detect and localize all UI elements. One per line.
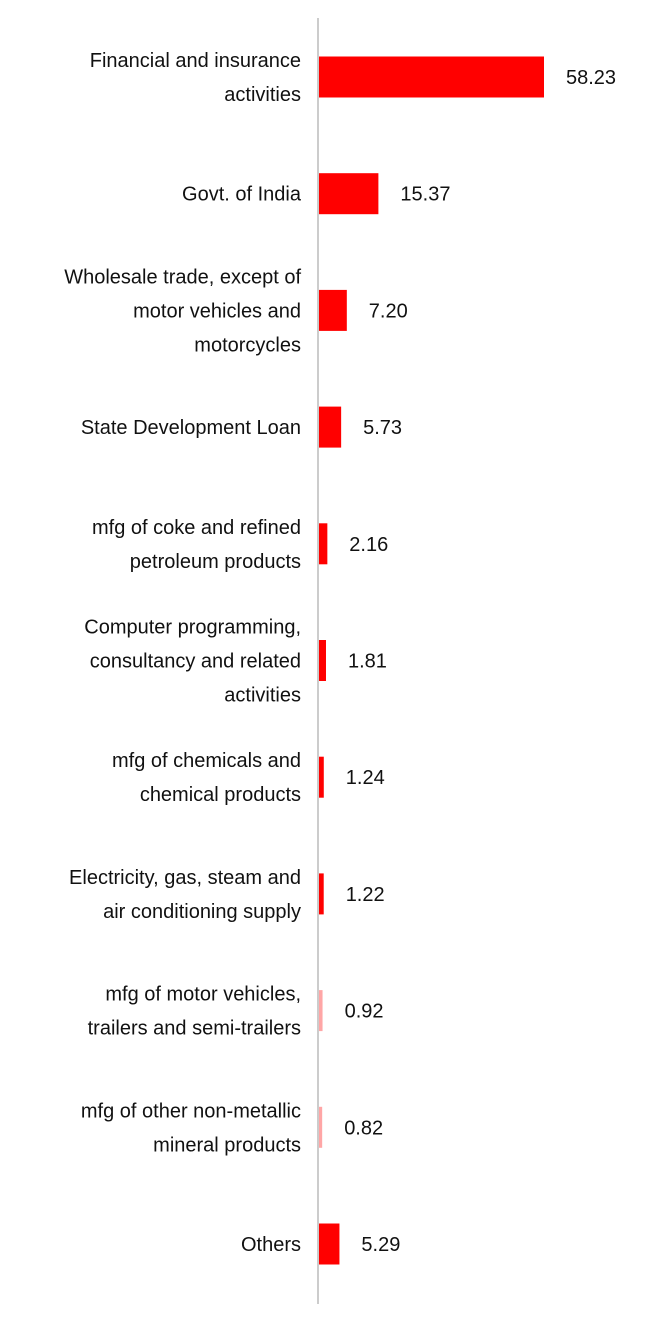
category-label-line: Others	[241, 1234, 301, 1256]
category-labels-group: Financial and insurance activities Govt. o…	[64, 50, 302, 1256]
category-label: Electricity, gas, steam and air condition…	[69, 867, 301, 923]
category-label-line: Govt. of India	[182, 184, 302, 206]
data-label: 1.24	[346, 767, 385, 789]
value-labels-group: 58.23 15.37 7.20 5.73 2.16 1.81 1.24 1.22 0.92 0.…	[344, 67, 616, 1256]
data-label: 1.81	[348, 651, 387, 673]
category-label: mfg of other non-metallic mineral product…	[81, 1100, 301, 1156]
bar	[319, 56, 544, 98]
category-label-line: motorcycles	[194, 334, 301, 356]
category-label-line: chemical products	[140, 784, 301, 806]
category-label-line: Electricity, gas, steam and	[69, 867, 301, 889]
category-label-line: consultancy and related	[90, 651, 301, 673]
category-label-line: mfg of chemicals and	[112, 750, 301, 772]
category-label: Computer programming, consultancy and rel…	[84, 617, 301, 707]
bar	[319, 1223, 340, 1265]
bar	[319, 756, 324, 798]
bar	[319, 523, 328, 565]
data-label: 15.37	[400, 184, 450, 206]
data-label: 0.82	[344, 1117, 383, 1139]
category-label-line: trailers and semi-trailers	[88, 1018, 301, 1040]
category-label: State Development Loan	[81, 417, 301, 439]
category-label-line: mfg of motor vehicles,	[105, 984, 301, 1006]
category-label-line: mfg of other non-metallic	[81, 1100, 301, 1122]
bar	[319, 1106, 323, 1148]
category-label-line: motor vehicles and	[133, 300, 301, 322]
category-label-line: activities	[224, 84, 301, 106]
bar	[319, 289, 347, 331]
category-label: Others	[241, 1234, 301, 1256]
bar	[319, 173, 379, 215]
category-label-line: petroleum products	[130, 551, 301, 573]
category-label-line: mineral products	[153, 1134, 301, 1156]
data-label: 5.29	[361, 1234, 400, 1256]
category-label-line: State Development Loan	[81, 417, 301, 439]
bar	[319, 640, 326, 681]
bars-group	[319, 56, 544, 1265]
data-label: 2.16	[349, 534, 388, 556]
category-label: mfg of coke and refined petroleum product…	[92, 517, 301, 573]
category-label-line: air conditioning supply	[103, 901, 301, 923]
bar	[319, 873, 324, 915]
category-label: mfg of motor vehicles, trailers and semi-…	[88, 984, 301, 1040]
category-label-line: Financial and insurance	[90, 50, 301, 72]
bar	[319, 406, 342, 448]
category-label: Govt. of India	[182, 184, 302, 206]
category-label-line: Computer programming,	[84, 617, 301, 639]
data-label: 58.23	[566, 67, 616, 89]
category-label-line: activities	[224, 685, 301, 707]
data-label: 7.20	[369, 300, 408, 322]
category-label: Financial and insurance activities	[90, 50, 301, 106]
category-label-line: Wholesale trade, except of	[64, 266, 301, 288]
data-label: 5.73	[363, 417, 402, 439]
data-label: 1.22	[346, 884, 385, 906]
bar	[319, 990, 323, 1032]
category-label: mfg of chemicals and chemical products	[112, 750, 301, 806]
data-label: 0.92	[345, 1001, 384, 1023]
category-label: Wholesale trade, except of motor vehicles…	[64, 266, 301, 356]
category-label-line: mfg of coke and refined	[92, 517, 301, 539]
